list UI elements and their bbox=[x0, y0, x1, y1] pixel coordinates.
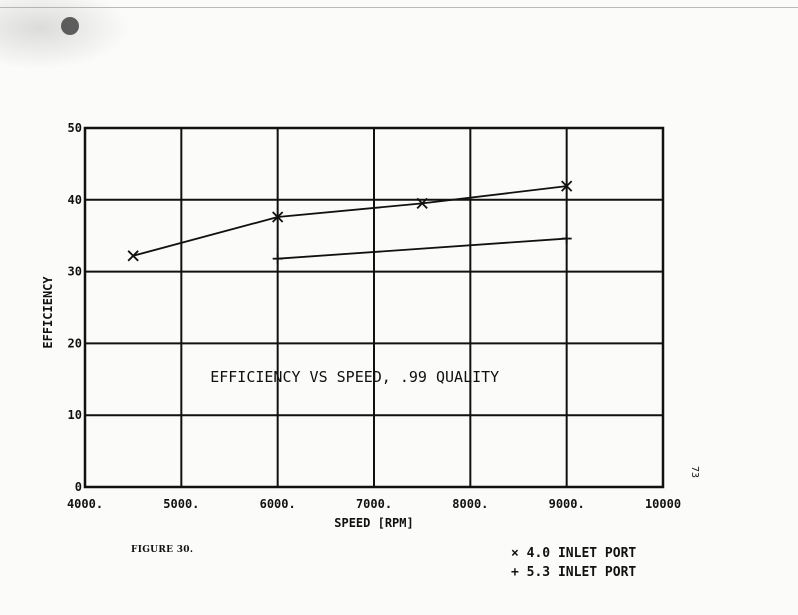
data-point-0-1 bbox=[272, 211, 284, 223]
y-tick-label-0: 0 bbox=[75, 480, 82, 494]
x-tick-label-8000: 8000. bbox=[452, 497, 488, 511]
chart-labels: 4000. 5000. 6000. 7000. 8000. 9000. 10000 0 10 20… bbox=[41, 121, 681, 530]
y-tick-label-40: 40 bbox=[68, 193, 82, 207]
figure-caption: FIGURE 30. bbox=[131, 545, 194, 555]
x-tick-label-6000: 6000. bbox=[260, 497, 296, 511]
marker-stroke bbox=[561, 180, 573, 192]
page-top-edge bbox=[0, 7, 798, 8]
legend-label-5-3: 5.3 INLET PORT bbox=[526, 565, 637, 580]
x-tick-label-10000: 10000 bbox=[645, 497, 681, 511]
legend-item-4-0: × 4.0 INLET PORT bbox=[511, 544, 636, 563]
marker-stroke bbox=[127, 250, 139, 262]
scan-smudge bbox=[0, 0, 130, 70]
y-tick-label-10: 10 bbox=[68, 408, 82, 422]
data-point-1-0 bbox=[272, 253, 283, 264]
legend: × 4.0 INLET PORT + 5.3 INLET PORT bbox=[511, 544, 636, 582]
legend-symbol-plus: + bbox=[511, 565, 519, 580]
legend-label-4-0: 4.0 INLET PORT bbox=[526, 546, 637, 561]
x-axis-label: SPEED [RPM] bbox=[334, 516, 413, 530]
data-point-0-3 bbox=[561, 180, 573, 192]
page-number: 73 bbox=[689, 466, 700, 479]
x-tick-label-7000: 7000. bbox=[356, 497, 392, 511]
data-point-1-1 bbox=[561, 233, 572, 244]
series-line-0 bbox=[132, 185, 567, 257]
marker-stroke bbox=[272, 211, 284, 223]
chart-grid bbox=[83, 126, 665, 489]
y-tick-label-20: 20 bbox=[68, 336, 82, 350]
legend-symbol-x: × bbox=[511, 546, 519, 561]
chart-series bbox=[127, 180, 573, 264]
legend-item-5-3: + 5.3 INLET PORT bbox=[511, 563, 636, 582]
marker-stroke bbox=[416, 197, 428, 210]
punch-hole bbox=[61, 17, 79, 35]
chart-title: EFFICIENCY VS SPEED, .99 QUALITY bbox=[210, 368, 499, 386]
x-tick-label-4000: 4000. bbox=[67, 497, 103, 511]
data-point-0-0 bbox=[127, 250, 139, 262]
y-axis-label: EFFICIENCY bbox=[41, 276, 55, 349]
x-tick-label-5000: 5000. bbox=[163, 497, 199, 511]
series-line-1 bbox=[277, 237, 567, 260]
y-tick-label-30: 30 bbox=[68, 265, 82, 279]
data-point-0-2 bbox=[416, 197, 428, 210]
y-tick-label-50: 50 bbox=[68, 121, 82, 135]
x-tick-label-9000: 9000. bbox=[549, 497, 585, 511]
